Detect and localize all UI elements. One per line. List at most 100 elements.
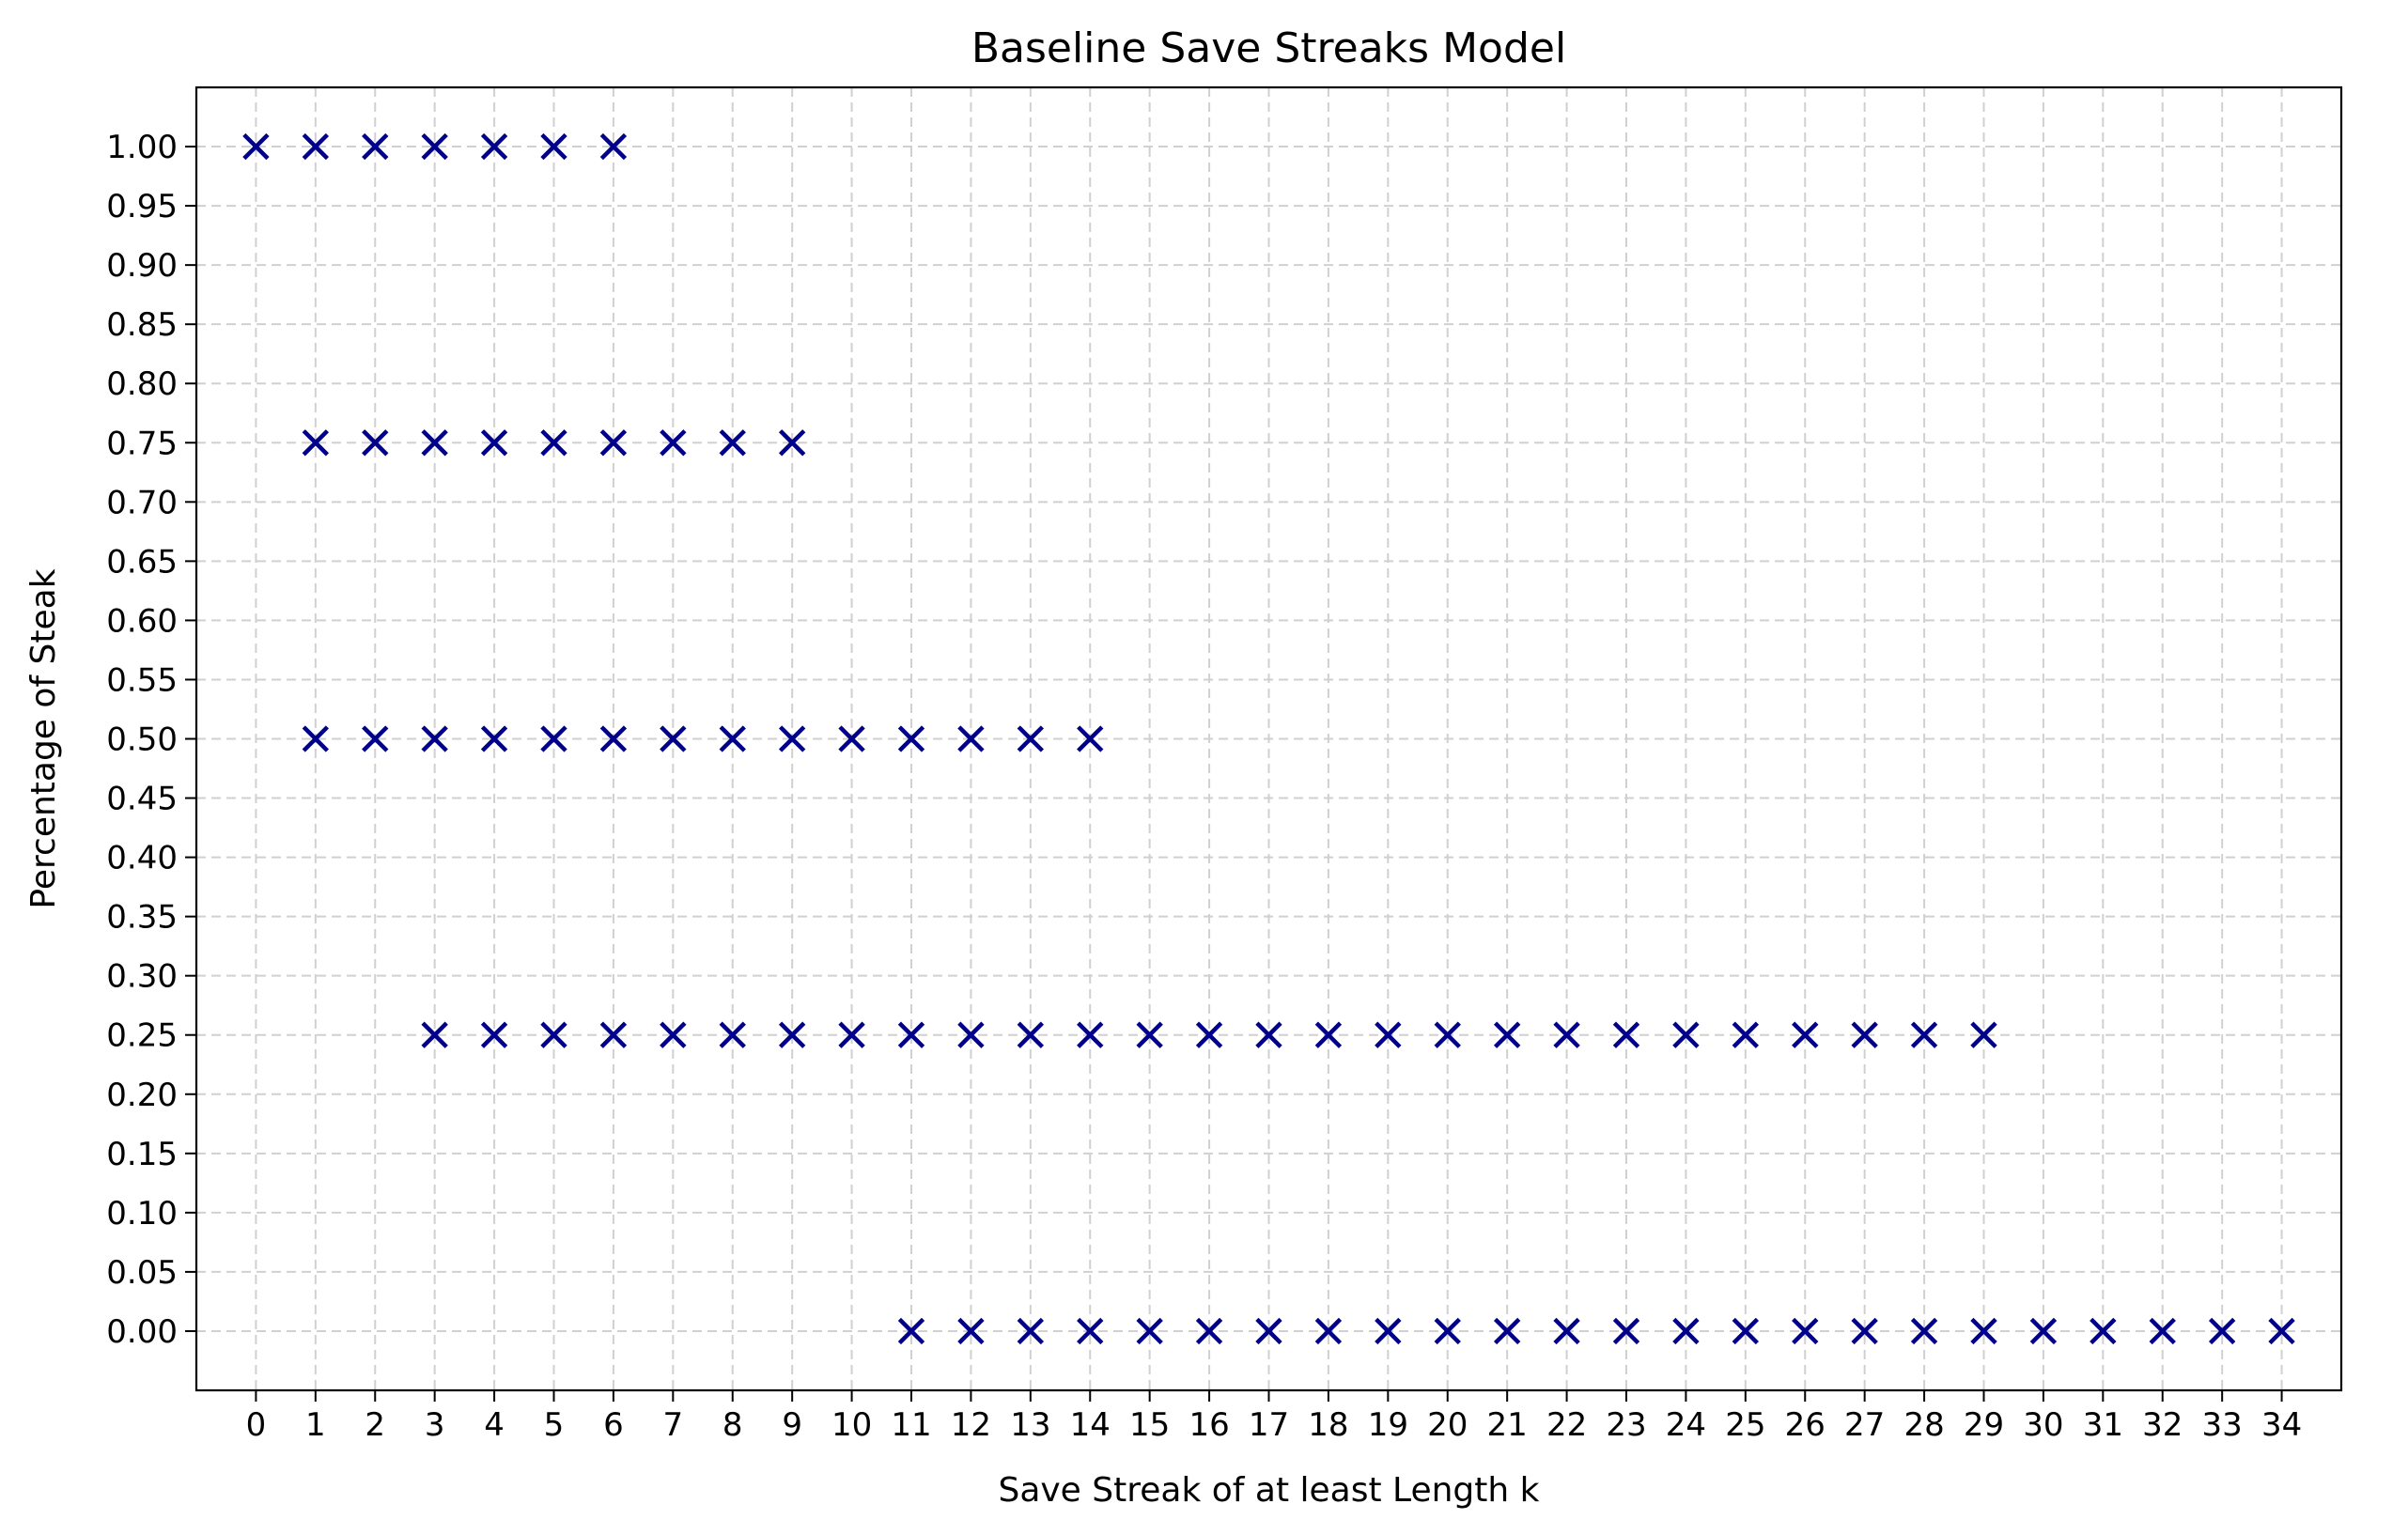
data-point-marker — [838, 725, 865, 752]
x-tick-label: 19 — [1368, 1406, 1408, 1444]
y-tick-label: 0.85 — [106, 306, 178, 344]
data-point-marker — [1910, 1021, 1938, 1048]
x-tick-label: 27 — [1844, 1406, 1885, 1444]
data-point-marker — [719, 429, 746, 457]
data-point-marker — [1255, 1317, 1282, 1345]
x-tick-label: 32 — [2142, 1406, 2183, 1444]
y-tick-label: 0.80 — [106, 365, 178, 403]
x-tick-label: 33 — [2202, 1406, 2243, 1444]
x-tick-label: 29 — [1964, 1406, 2004, 1444]
data-point-marker — [660, 1021, 687, 1048]
data-point-marker — [302, 132, 330, 161]
data-point-marker — [1195, 1021, 1223, 1048]
x-tick-label: 17 — [1249, 1406, 1289, 1444]
data-point-marker — [897, 1317, 925, 1345]
chart-title: Baseline Save Streaks Model — [971, 24, 1566, 72]
data-point-marker — [897, 725, 925, 752]
data-point-marker — [897, 1021, 925, 1048]
data-point-marker — [1017, 725, 1045, 752]
x-tick-label: 0 — [246, 1406, 267, 1444]
data-point-marker — [660, 429, 687, 457]
data-point-marker — [957, 1021, 985, 1048]
x-tick-label: 2 — [365, 1406, 385, 1444]
data-point-marker — [1970, 1021, 1997, 1048]
data-point-marker — [1732, 1317, 1760, 1345]
y-tick-label: 0.15 — [106, 1136, 178, 1173]
y-tick-label: 0.05 — [106, 1254, 178, 1292]
data-point-marker — [1970, 1317, 1997, 1345]
y-tick-label: 0.45 — [106, 781, 178, 818]
data-point-marker — [1910, 1317, 1938, 1345]
x-tick-label: 23 — [1606, 1406, 1646, 1444]
y-tick-label: 0.75 — [106, 425, 178, 462]
data-point-marker — [1255, 1021, 1282, 1048]
x-tick-label: 25 — [1725, 1406, 1765, 1444]
data-point-marker — [1792, 1021, 1819, 1048]
x-tick-label: 6 — [603, 1406, 624, 1444]
x-tick-label: 20 — [1427, 1406, 1468, 1444]
data-point-marker — [599, 132, 628, 161]
data-point-marker — [1136, 1317, 1163, 1345]
data-point-marker — [421, 429, 448, 457]
y-tick-label: 0.00 — [106, 1313, 178, 1351]
data-point-marker — [1732, 1021, 1760, 1048]
data-point-marker — [1553, 1021, 1580, 1048]
data-point-marker — [540, 725, 567, 752]
data-point-marker — [1434, 1021, 1461, 1048]
data-point-marker — [2268, 1317, 2295, 1345]
x-tick-label: 24 — [1666, 1406, 1706, 1444]
data-point-marker — [362, 725, 389, 752]
data-point-marker — [660, 725, 687, 752]
data-point-marker — [540, 429, 567, 457]
data-point-marker — [1493, 1021, 1521, 1048]
data-point-marker — [1017, 1317, 1045, 1345]
data-point-marker — [1792, 1317, 1819, 1345]
x-tick-label: 22 — [1546, 1406, 1587, 1444]
y-tick-label: 0.40 — [106, 840, 178, 877]
data-point-marker — [362, 132, 389, 161]
x-tick-label: 15 — [1129, 1406, 1170, 1444]
data-point-marker — [421, 725, 448, 752]
data-point-marker — [480, 725, 508, 752]
data-point-marker — [719, 725, 746, 752]
data-point-marker — [1077, 725, 1104, 752]
y-tick-label: 0.50 — [106, 721, 178, 759]
y-tick-label: 0.10 — [106, 1195, 178, 1233]
x-axis-label: Save Streak of at least Length k — [998, 1471, 1539, 1510]
y-tick-label: 0.90 — [106, 247, 178, 285]
x-tick-label: 1 — [305, 1406, 326, 1444]
data-point-marker — [1314, 1021, 1343, 1048]
data-point-marker — [1434, 1317, 1461, 1345]
y-tick-label: 0.55 — [106, 661, 178, 699]
x-tick-label: 5 — [544, 1406, 565, 1444]
y-tick-label: 0.35 — [106, 899, 178, 937]
data-point-marker — [778, 429, 806, 457]
data-point-marker — [1195, 1317, 1223, 1345]
x-tick-label: 30 — [2023, 1406, 2063, 1444]
data-point-marker — [1077, 1021, 1104, 1048]
y-tick-label: 0.25 — [106, 1017, 178, 1055]
data-point-marker — [1672, 1021, 1700, 1048]
x-tick-label: 16 — [1188, 1406, 1229, 1444]
data-point-marker — [242, 132, 270, 161]
x-tick-label: 8 — [722, 1406, 743, 1444]
data-point-marker — [719, 1021, 746, 1048]
x-tick-label: 34 — [2261, 1406, 2302, 1444]
x-tick-label: 13 — [1010, 1406, 1050, 1444]
data-point-marker — [421, 132, 448, 161]
data-point-marker — [838, 1021, 865, 1048]
y-axis-ticks: 0.00 0.05 0.10 0.15 0.20 0.25 0.30 0.35 0.40 0.45… — [106, 129, 196, 1351]
data-point-marker — [1375, 1021, 1402, 1048]
x-tick-label: 10 — [831, 1406, 872, 1444]
data-point-marker — [362, 429, 389, 457]
data-point-marker — [778, 1021, 806, 1048]
y-tick-label: 0.65 — [106, 543, 178, 581]
data-point-marker — [1553, 1317, 1580, 1345]
data-point-marker — [1612, 1021, 1640, 1048]
y-tick-label: 0.70 — [106, 484, 178, 521]
x-axis-ticks: 0 1 2 3 4 5 6 7 8 9 10 11 12 13 14 15 16 17 18 19 20 21 22 23 24… — [246, 1390, 2302, 1444]
data-point-marker — [599, 1021, 628, 1048]
data-point-marker — [1612, 1317, 1640, 1345]
data-point-marker — [957, 725, 985, 752]
